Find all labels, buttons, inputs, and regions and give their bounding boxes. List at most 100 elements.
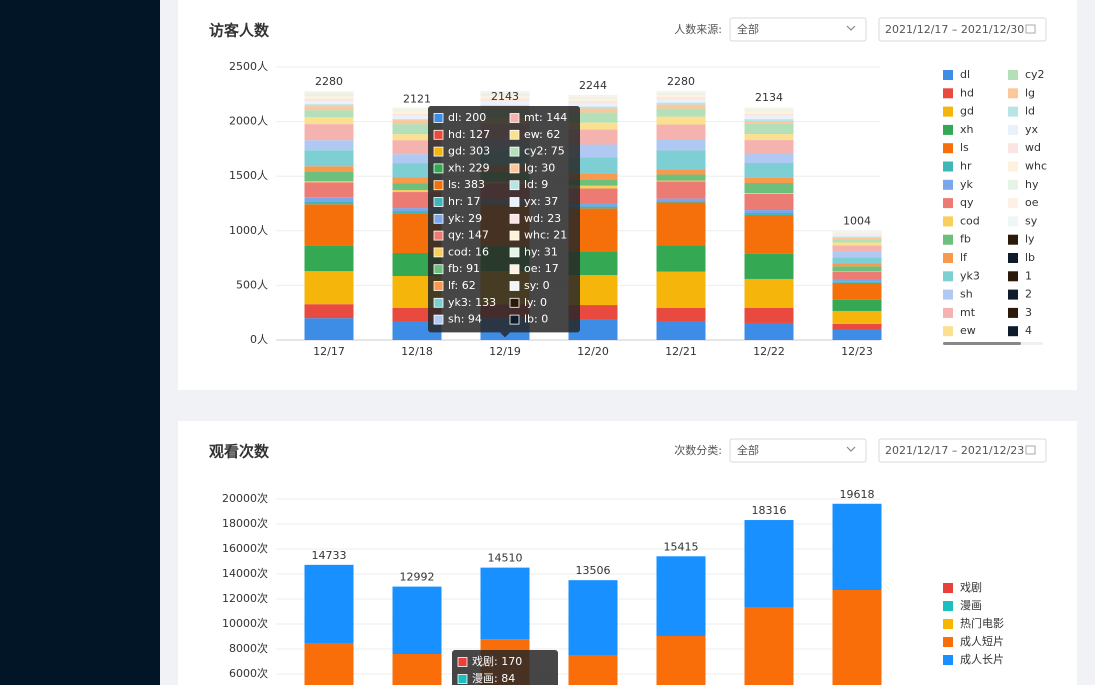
legend-item[interactable]: xh (943, 123, 974, 136)
legend-item[interactable]: dl (943, 68, 970, 81)
tooltip-sep: : (539, 128, 546, 141)
bar-segment (392, 208, 442, 212)
legend-item[interactable]: ls (943, 141, 969, 154)
legend-item[interactable]: 1 (1008, 269, 1032, 282)
legend-swatch (943, 289, 953, 300)
tooltip-name: fb (448, 262, 459, 275)
tooltip-value: 0 (543, 279, 550, 292)
legend-swatch (1008, 179, 1018, 190)
bar-segment (568, 106, 618, 109)
tooltip-sep: : (534, 178, 541, 191)
legend-item[interactable]: wd (1008, 141, 1041, 154)
legend-swatch (1008, 143, 1018, 154)
bar-segment (656, 180, 706, 182)
bar-segment (480, 91, 530, 93)
calendar-icon (1025, 24, 1036, 34)
total-label: 19618 (840, 488, 875, 501)
bar-segment (744, 607, 794, 685)
bar-segment (568, 144, 618, 158)
legend-label: hd (960, 86, 974, 99)
tooltip-name: yk (448, 212, 462, 225)
legend-item[interactable]: lf (943, 251, 968, 264)
legend-label: whc (1025, 160, 1047, 173)
legend-item[interactable]: ly (1008, 233, 1035, 246)
tooltip-sep: : (540, 212, 547, 225)
legend-swatch (943, 583, 953, 593)
date-picker[interactable] (878, 438, 1047, 463)
legend-item[interactable]: hd (943, 86, 974, 99)
bar-segment (744, 124, 794, 135)
legend-label: sy (1025, 214, 1038, 227)
date-picker[interactable] (878, 17, 1047, 42)
legend-item[interactable]: yx (1008, 123, 1039, 136)
legend-item[interactable]: 4 (1008, 324, 1032, 337)
legend-item[interactable]: fb (943, 233, 971, 246)
bar-segment (568, 188, 618, 204)
y-tick-label: 16000次 (222, 541, 268, 555)
tooltip-swatch (509, 163, 520, 174)
tooltip-name: hy (524, 245, 538, 258)
bar-segment (832, 231, 882, 233)
tooltip-value: 0 (540, 296, 547, 309)
legend-item[interactable]: ew (943, 324, 976, 337)
bar-segment (832, 271, 882, 272)
legend-item[interactable]: 戏剧 (943, 581, 982, 594)
filter-select[interactable] (729, 438, 867, 463)
bar-segment (656, 320, 706, 340)
legend-item[interactable]: 热门电影 (943, 616, 1004, 630)
tooltip-text: fb: 91 (448, 262, 480, 275)
legend-item[interactable]: yk (943, 178, 974, 191)
x-tick-label: 12/23 (841, 345, 873, 358)
legend-item[interactable]: gd (943, 105, 974, 118)
bar-segment (568, 94, 618, 97)
tooltip-value: 170 (501, 655, 522, 668)
legend-item[interactable]: qy (943, 196, 974, 209)
tooltip-text: sh: 94 (448, 313, 482, 326)
tooltip-value: 16 (475, 245, 489, 258)
bar-segment (744, 116, 794, 120)
legend-item[interactable]: ld (1008, 105, 1035, 118)
legend-item[interactable]: 漫画 (943, 598, 982, 612)
bar-segment (832, 242, 882, 246)
tooltip-value: 9 (541, 178, 548, 191)
legend-item[interactable]: yk3 (943, 269, 980, 282)
bar-segment (304, 96, 354, 99)
tooltip-text: cod: 16 (448, 245, 489, 258)
card-title: 访客人数 (209, 22, 270, 40)
legend-item[interactable]: 成人短片 (943, 634, 1004, 648)
scroll-thumb[interactable] (943, 342, 1021, 345)
legend-item[interactable]: cod (943, 214, 980, 227)
bar-segment (832, 279, 882, 282)
bar-segment (832, 230, 882, 232)
legend-item[interactable]: hy (1008, 178, 1039, 191)
bar-segment (304, 643, 354, 685)
legend-swatch (943, 326, 953, 337)
legend-item[interactable]: whc (1008, 160, 1047, 173)
total-label: 2280 (315, 75, 343, 88)
legend-item[interactable]: 3 (1008, 306, 1032, 319)
bar-segment (568, 185, 618, 189)
tooltip-value: 91 (466, 262, 480, 275)
legend-swatch (943, 161, 953, 172)
tooltip-name: hr (448, 195, 460, 208)
legend-item[interactable]: sh (943, 288, 973, 301)
tooltip-value: 30 (541, 161, 555, 174)
legend-item[interactable]: lb (1008, 251, 1035, 264)
bar-segment (832, 239, 882, 243)
tooltip-sep: : (459, 195, 466, 208)
legend-item[interactable]: lg (1008, 86, 1035, 99)
filter-select[interactable] (729, 17, 867, 42)
legend-item[interactable]: cy2 (1008, 68, 1045, 81)
tooltip-swatch (433, 297, 444, 308)
legend-item[interactable]: sy (1008, 214, 1038, 227)
legend-item[interactable]: mt (943, 306, 976, 319)
legend-label: cod (960, 214, 980, 227)
legend-item[interactable]: oe (1008, 196, 1039, 209)
tooltip-name: yx (524, 195, 538, 208)
legend-item[interactable]: 成人长片 (943, 653, 1004, 666)
legend-item[interactable]: hr (943, 160, 972, 173)
legend-item[interactable]: 2 (1008, 288, 1032, 301)
y-tick-label: 14000次 (222, 566, 268, 580)
bar-segment (568, 203, 618, 207)
tooltip-swatch (509, 297, 520, 308)
